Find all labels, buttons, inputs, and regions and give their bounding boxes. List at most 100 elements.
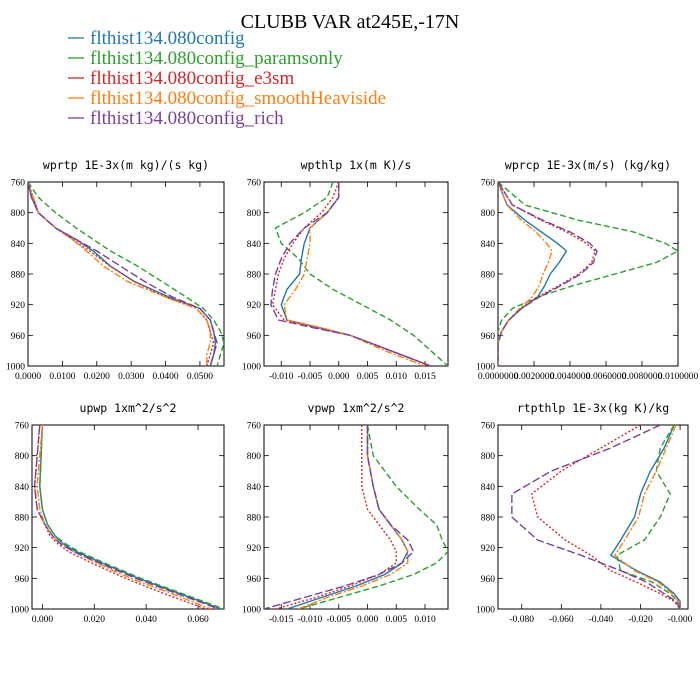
legend-label: flthist134.080config_e3sm xyxy=(90,68,294,89)
x-tick-label: 0.0400 xyxy=(152,372,178,382)
series-line xyxy=(33,425,207,609)
panel-title: wprcp 1E-3x(m/s) (kg/kg) xyxy=(505,158,671,172)
x-tick-label: -0.005 xyxy=(298,372,323,382)
series-line xyxy=(498,182,598,366)
y-tick-label: 760 xyxy=(15,422,30,432)
x-tick-label: 0.0500 xyxy=(187,372,213,382)
y-tick-label: 1000 xyxy=(476,606,495,616)
series-line xyxy=(614,425,681,609)
series-line xyxy=(286,425,409,609)
panels: wprtp 1E-3x(m kg)/(s kg) 760 800 840 880 920 9… xyxy=(6,158,698,625)
y-tick-label: 760 xyxy=(247,179,262,189)
series-line xyxy=(275,425,397,609)
y-tick-label: 880 xyxy=(15,514,30,524)
series-line xyxy=(39,425,222,609)
plot-frame xyxy=(31,424,225,610)
x-tick-label: 0.0200 xyxy=(84,372,110,382)
y-tick-label: 960 xyxy=(247,575,262,585)
series-line xyxy=(28,182,218,366)
y-tick-label: 840 xyxy=(11,240,26,250)
panel-title: vpwp 1xm^2/s^2 xyxy=(308,401,405,415)
y-tick-label: 920 xyxy=(247,544,262,554)
series-group xyxy=(28,182,224,366)
plot-frame xyxy=(263,424,449,610)
x-tick-label: 0.010 xyxy=(386,372,408,382)
x-tick-label: 0.005 xyxy=(357,372,379,382)
y-tick-label: 920 xyxy=(11,301,26,311)
y-tick-label: 960 xyxy=(15,575,30,585)
x-tick-label: 0.005 xyxy=(386,615,408,625)
x-tick-label: 0.0020000 xyxy=(514,372,555,382)
y-tick-label: 800 xyxy=(15,452,30,462)
series-line xyxy=(498,182,553,366)
x-tick-label: 0.0000000 xyxy=(478,372,519,382)
x-tick-label: -0.005 xyxy=(326,615,351,625)
series-line xyxy=(28,182,224,366)
chart-panel: upwp 1xm^2/s^2 760 800 840 880 920 960 10000.00… xyxy=(10,401,225,625)
y-tick-label: 1000 xyxy=(6,363,25,373)
y-tick-label: 880 xyxy=(481,271,496,281)
y-tick-label: 800 xyxy=(11,209,26,219)
x-tick-label: 0.060 xyxy=(187,615,209,625)
y-tick-label: 760 xyxy=(247,422,262,432)
y-tick-label: 800 xyxy=(481,452,496,462)
plot-frame xyxy=(497,181,679,367)
series-group xyxy=(498,182,678,366)
series-line xyxy=(33,425,220,609)
y-tick-label: 1000 xyxy=(10,606,29,616)
y-tick-label: 840 xyxy=(481,483,496,493)
panel-title: wpthlp 1x(m K)/s xyxy=(301,158,412,172)
x-tick-label: 0.0040000 xyxy=(550,372,591,382)
series-line xyxy=(36,425,212,609)
series-line xyxy=(283,182,426,366)
x-tick-label: -0.060 xyxy=(549,615,574,625)
x-tick-label: -0.040 xyxy=(589,615,614,625)
series-line xyxy=(511,425,681,609)
legend-label: flthist134.080config_rich xyxy=(90,108,284,129)
y-tick-label: 1000 xyxy=(242,363,261,373)
plot-frame xyxy=(27,181,225,367)
x-tick-label: -0.000 xyxy=(668,615,693,625)
series-line xyxy=(498,182,596,366)
y-tick-label: 920 xyxy=(481,301,496,311)
panel-title: rtpthlp 1E-3x(kg K)/kg xyxy=(517,401,669,415)
y-tick-label: 880 xyxy=(481,514,496,524)
x-tick-label: 0.000 xyxy=(328,372,350,382)
series-line xyxy=(298,425,448,609)
y-tick-label: 960 xyxy=(481,332,496,342)
y-tick-label: 840 xyxy=(15,483,30,493)
x-tick-label: 0.0100 xyxy=(49,372,75,382)
x-tick-label: 0.0000 xyxy=(15,372,41,382)
legend-label: flthist134.080config xyxy=(90,28,245,49)
series-group xyxy=(511,425,681,609)
x-tick-label: 0.0300 xyxy=(118,372,144,382)
series-group xyxy=(33,425,224,609)
y-tick-label: 840 xyxy=(247,483,262,493)
chart-panel: rtpthlp 1E-3x(kg K)/kg 760 800 840 880 920 960… xyxy=(476,401,693,625)
x-tick-label: 0.040 xyxy=(135,615,157,625)
legend-label: flthist134.080config_smoothHeaviside xyxy=(90,88,386,109)
series-line xyxy=(28,182,215,366)
y-tick-label: 920 xyxy=(247,301,262,311)
x-tick-label: -0.080 xyxy=(509,615,534,625)
y-tick-label: 920 xyxy=(15,544,30,554)
series-line xyxy=(39,425,224,609)
legend-label: flthist134.080config_paramsonly xyxy=(90,48,343,69)
x-tick-label: 0.0080000 xyxy=(622,372,663,382)
y-tick-label: 800 xyxy=(247,452,262,462)
y-tick-label: 1000 xyxy=(476,363,495,373)
x-tick-label: -0.020 xyxy=(628,615,653,625)
y-tick-label: 840 xyxy=(481,240,496,250)
y-tick-label: 1000 xyxy=(242,606,261,616)
chart-panel: wprcp 1E-3x(m/s) (kg/kg) 760 800 840 880 920 9… xyxy=(476,158,698,382)
x-tick-label: 0.000 xyxy=(357,615,379,625)
x-tick-label: 0.0060000 xyxy=(586,372,627,382)
y-tick-label: 800 xyxy=(247,209,262,219)
x-tick-label: 0.015 xyxy=(414,372,436,382)
series-line xyxy=(616,425,681,609)
series-line xyxy=(530,425,681,609)
series-group xyxy=(264,425,448,609)
series-line xyxy=(498,182,568,366)
